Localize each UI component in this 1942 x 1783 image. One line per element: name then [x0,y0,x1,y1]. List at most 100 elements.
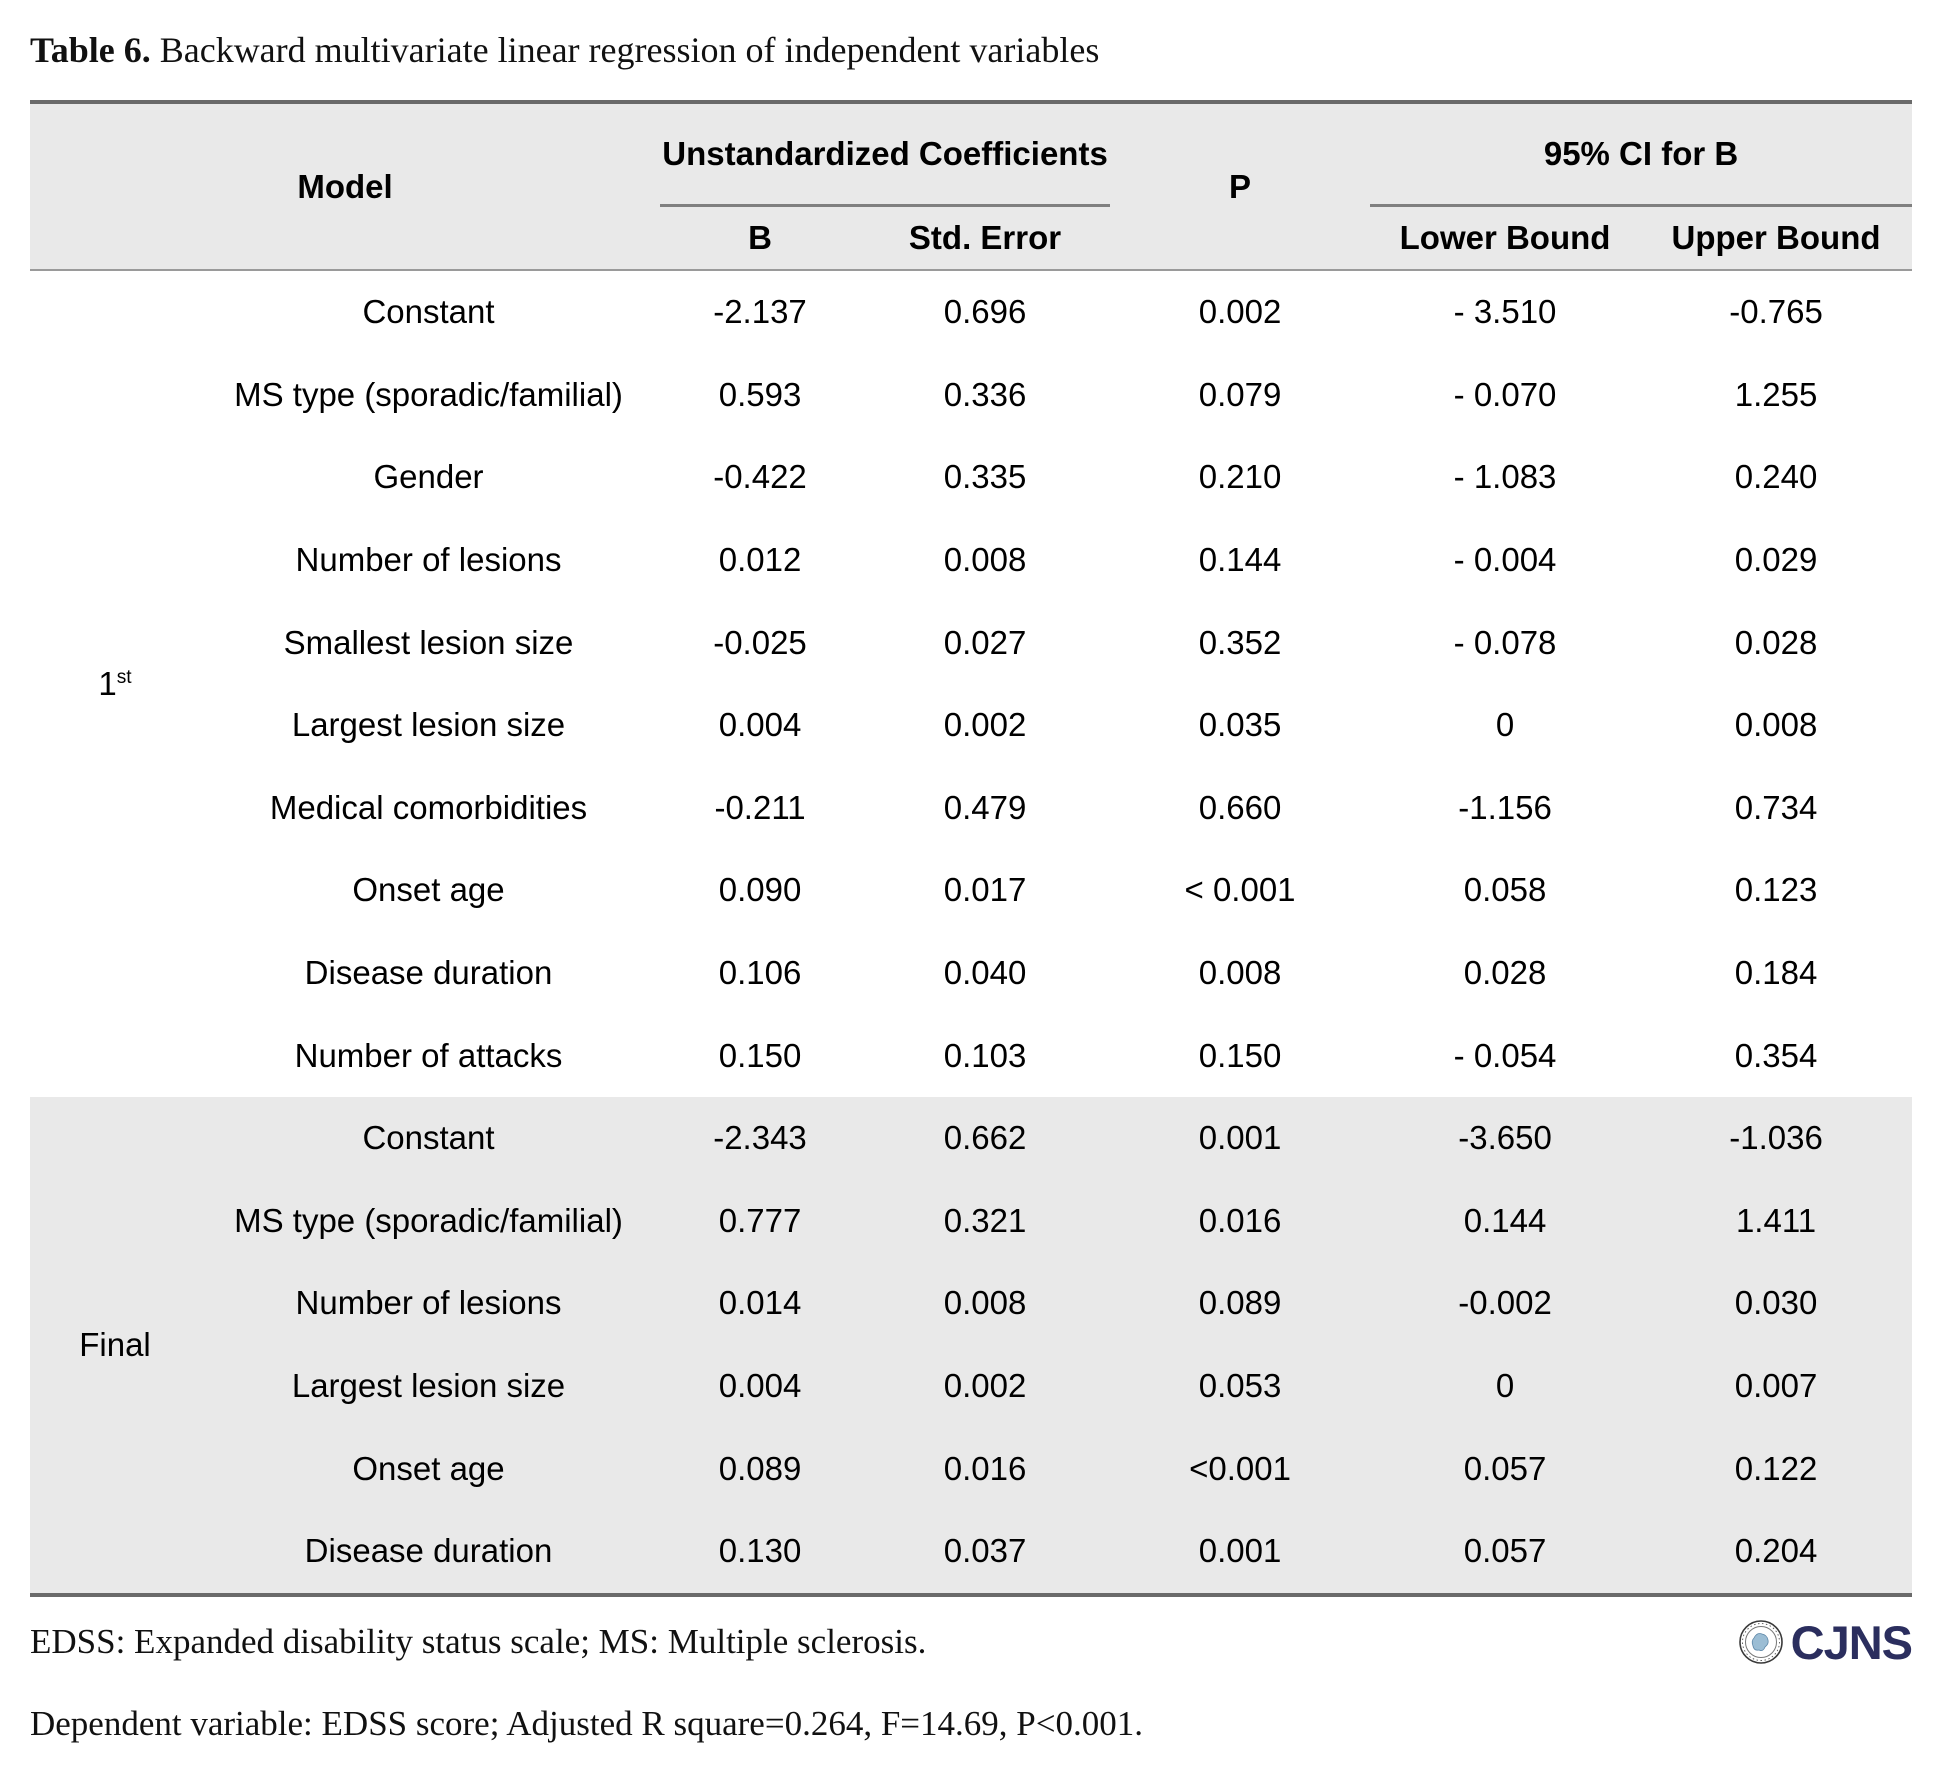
p-cell: 0.001 [1198,1119,1282,1157]
cjns-seal-icon [1738,1620,1783,1664]
std-error-cell: 0.040 [943,954,1027,992]
upper-bound-cell: 0.008 [1734,706,1818,744]
regression-table: Model Unstandardized Coefficients P 95% … [30,100,1913,1597]
col-header-lower-bound: Lower Bound [1399,219,1611,256]
model-1st-section: 1st Constant -2.137 0.696 0.002 - 3.510 -0.765… [30,270,1912,1097]
variable-cell: Disease duration [304,1532,553,1570]
lower-bound-cell: - 0.054 [1453,1036,1557,1074]
table-row: Medical comorbidities -0.211 0.479 0.660 -1.… [30,767,1912,850]
col-header-95ci: 95% CI for B [1370,102,1913,207]
table-row: Disease duration 0.130 0.037 0.001 0.057 0.20… [30,1510,1912,1595]
std-error-cell: 0.037 [943,1532,1027,1570]
upper-bound-cell: 0.122 [1734,1449,1818,1487]
variable-cell: Onset age [352,1449,505,1487]
b-cell: 0.014 [718,1284,802,1322]
variable-cell: Largest lesion size [291,1367,566,1405]
table-row: Final Constant -2.343 0.662 0.001 -3.650 -1.03… [30,1097,1912,1362]
b-cell: 0.012 [718,541,802,579]
variable-cell: MS type (sporadic/familial) [234,375,623,413]
upper-bound-cell: 0.240 [1734,458,1818,496]
table-row: 1st Constant -2.137 0.696 0.002 - 3.510 -0.765 [30,270,1912,702]
table-row: Gender -0.422 0.335 0.210 - 1.083 0.240 [30,436,1912,519]
b-cell: 0.593 [718,375,802,413]
upper-bound-cell: 0.123 [1734,871,1818,909]
table-row: Largest lesion size 0.004 0.002 0.053 0 0.007 [30,1345,1912,1428]
lower-bound-cell: 0.144 [1463,1201,1547,1239]
upper-bound-cell: 0.184 [1734,954,1818,992]
variable-cell: Medical comorbidities [269,788,588,826]
b-cell: -0.211 [714,788,806,826]
table-title-text: Backward multivariate linear regression … [159,30,1100,70]
b-cell: 0.089 [718,1449,802,1487]
table-header: Model Unstandardized Coefficients P 95% … [30,102,1913,270]
p-cell: 0.008 [1198,954,1282,992]
std-error-cell: 0.336 [943,375,1027,413]
lower-bound-cell: - 0.070 [1453,375,1557,413]
table-row: Onset age 0.090 0.017 < 0.001 0.058 0.123 [30,849,1912,932]
upper-bound-cell: 0.029 [1734,541,1818,579]
model-label: 1st [98,664,132,702]
p-cell: 0.035 [1198,706,1282,744]
p-cell: <0.001 [1189,1449,1291,1487]
variable-cell: Onset age [352,871,505,909]
p-cell: 0.352 [1198,623,1282,661]
lower-bound-cell: - 3.510 [1453,293,1557,331]
variable-cell: MS type (sporadic/familial) [234,1201,623,1239]
lower-bound-cell: 0.057 [1463,1532,1547,1570]
p-cell: 0.001 [1198,1532,1282,1570]
std-error-cell: 0.335 [943,458,1027,496]
lower-bound-cell: 0.028 [1463,954,1547,992]
journal-logo: CJNS [1737,1615,1913,1670]
b-cell: 0.777 [718,1201,802,1239]
b-cell: 0.004 [718,1367,802,1405]
header-row-groups: Model Unstandardized Coefficients P 95% … [30,102,1913,207]
model-final-section: Final Constant -2.343 0.662 0.001 -3.650 -1.03… [30,1096,1913,1595]
b-cell: -0.422 [713,458,807,496]
table-title: Table 6. Backward multivariate linear re… [30,26,1942,74]
lower-bound-cell: 0.058 [1463,871,1547,909]
table-row: Number of lesions 0.014 0.008 0.089 -0.002 0.… [30,1262,1912,1345]
std-error-cell: 0.027 [943,623,1027,661]
p-cell: 0.053 [1198,1367,1282,1405]
lower-bound-cell: -3.650 [1458,1119,1552,1157]
p-cell: 0.079 [1198,375,1282,413]
lower-bound-cell: - 0.004 [1453,541,1557,579]
p-cell: 0.150 [1198,1036,1282,1074]
upper-bound-cell: 1.411 [1735,1201,1817,1239]
upper-bound-cell: 0.354 [1734,1036,1818,1074]
upper-bound-cell: -0.765 [1729,293,1823,331]
variable-cell: Largest lesion size [291,706,566,744]
cjns-wordmark: CJNS [1790,1615,1913,1669]
b-cell: -0.025 [713,623,807,661]
variable-cell: Gender [373,458,484,496]
std-error-cell: 0.103 [943,1036,1027,1074]
upper-bound-cell: 0.028 [1734,623,1818,661]
p-cell: 0.144 [1198,541,1282,579]
variable-cell: Number of attacks [294,1036,563,1074]
b-cell: -2.137 [713,293,807,331]
table-row: MS type (sporadic/familial) 0.593 0.336 0.0… [30,354,1912,437]
upper-bound-cell: 0.030 [1734,1284,1818,1322]
table-row: Disease duration 0.106 0.040 0.008 0.028 0.18… [30,932,1912,1015]
upper-bound-cell: 0.734 [1734,788,1818,826]
table-row: Number of attacks 0.150 0.103 0.150 - 0.054 0… [30,1014,1912,1097]
std-error-cell: 0.008 [943,1284,1027,1322]
b-cell: 0.130 [718,1532,802,1570]
table-row: Number of lesions 0.012 0.008 0.144 - 0.004 0… [30,519,1912,602]
variable-cell: Smallest lesion size [283,623,574,661]
col-header-model: Model [297,167,393,205]
std-error-cell: 0.002 [943,706,1027,744]
p-cell: 0.210 [1198,458,1282,496]
std-error-cell: 0.002 [943,1367,1027,1405]
b-cell: 0.150 [718,1036,802,1074]
dependent-variable-footnote: Dependent variable: EDSS score; Adjusted… [30,1703,1143,1743]
lower-bound-cell: -1.156 [1458,788,1552,826]
b-cell: -2.343 [713,1119,807,1157]
p-cell: 0.016 [1198,1201,1282,1239]
col-header-std-error: Std. Error [908,219,1062,256]
std-error-cell: 0.017 [943,871,1027,909]
upper-bound-cell: 0.204 [1734,1532,1818,1570]
col-header-b: B [748,219,772,256]
std-error-cell: 0.008 [943,541,1027,579]
lower-bound-cell: - 1.083 [1453,458,1557,496]
